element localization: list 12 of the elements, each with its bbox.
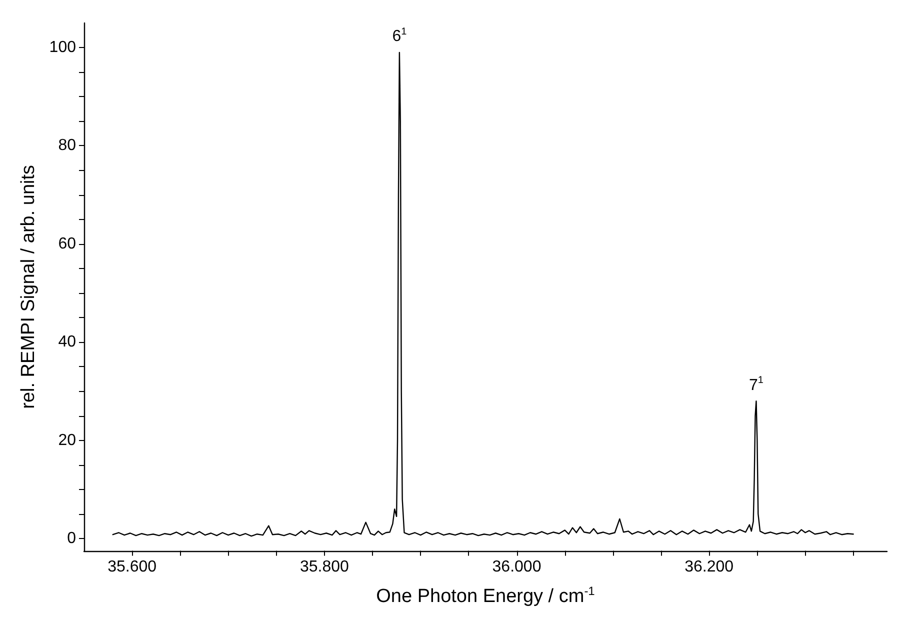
y-axis-title: rel. REMPI Signal / arb. units — [18, 164, 39, 409]
y-tick-label: 0 — [67, 530, 76, 548]
y-tick-label: 20 — [58, 432, 76, 449]
y-tick-label: 100 — [49, 39, 76, 56]
x-tick-label: 36.000 — [492, 558, 542, 576]
line-series — [112, 52, 854, 537]
y-tick-label: 60 — [58, 235, 76, 252]
y-tick-label: 80 — [58, 137, 76, 154]
x-tick-label: 35.800 — [300, 558, 349, 576]
x-tick-label: 35.600 — [108, 558, 157, 576]
x-tick-label: 36.200 — [684, 558, 734, 576]
y-tick-label: 40 — [58, 334, 76, 351]
